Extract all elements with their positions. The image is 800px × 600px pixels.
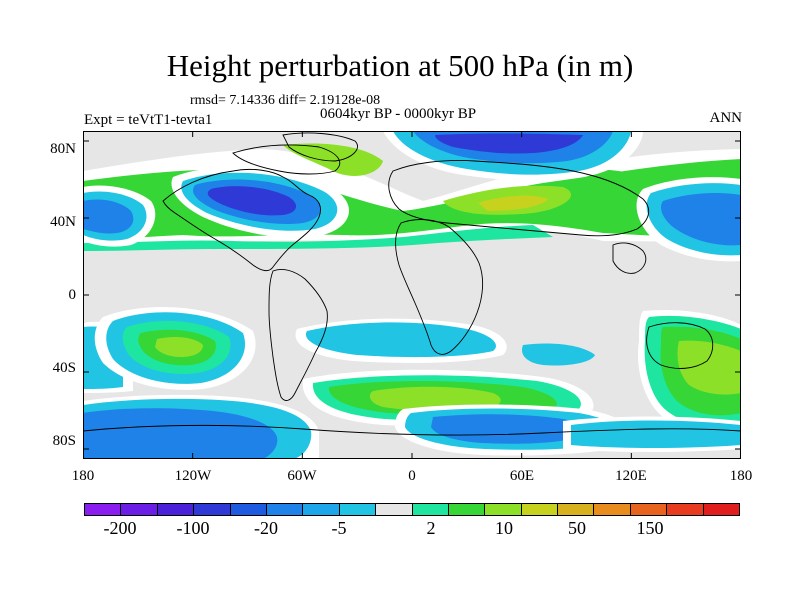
lon-label-0: 0 bbox=[408, 468, 416, 484]
lon-label-60w: 60W bbox=[287, 468, 317, 484]
axis-ticks bbox=[83, 131, 741, 459]
lat-label-80s: 80S bbox=[52, 433, 76, 449]
colorbar-swatch bbox=[339, 504, 377, 515]
colorbar-swatch bbox=[157, 504, 195, 515]
lon-label-120w: 120W bbox=[174, 468, 212, 484]
stats-text: rmsd= 7.14336 diff= 2.19128e-08 bbox=[190, 93, 381, 108]
north-america-outline bbox=[162, 168, 321, 272]
map-panel bbox=[83, 131, 741, 459]
colorbar-swatch bbox=[485, 504, 522, 515]
plot-title: Height perturbation at 500 hPa (in m) bbox=[166, 48, 634, 83]
colorbar-label: -200 bbox=[103, 518, 137, 538]
colorbar-label: 50 bbox=[568, 518, 586, 538]
colorbar-swatch bbox=[521, 504, 559, 515]
lat-label-40n: 40N bbox=[50, 214, 76, 230]
north-negative-lobes bbox=[83, 131, 741, 262]
colorbar-swatch bbox=[667, 504, 704, 515]
colorbar-swatch bbox=[303, 504, 340, 515]
lon-label-180e: 180 bbox=[729, 468, 753, 484]
colorbar-swatch bbox=[85, 504, 122, 515]
colorbar-label: 2 bbox=[426, 518, 436, 538]
experiment-label: Expt = teVtT1-tevta1 bbox=[84, 112, 213, 128]
colorbar-swatch bbox=[703, 504, 740, 515]
south-anomalies bbox=[83, 306, 741, 459]
colorbar-swatch bbox=[630, 504, 668, 515]
antarctica-outline bbox=[83, 424, 741, 436]
south-america-outline bbox=[268, 268, 328, 401]
colorbar bbox=[84, 503, 740, 516]
colorbar-swatch bbox=[376, 504, 413, 515]
arctic-islands-outline bbox=[232, 144, 341, 175]
colorbar-swatch bbox=[121, 504, 158, 515]
period-text: 0604kyr BP - 0000kyr BP bbox=[320, 106, 477, 122]
colorbar-swatch bbox=[266, 504, 304, 515]
colorbar-swatch bbox=[412, 504, 449, 515]
colorbar-swatch bbox=[448, 504, 486, 515]
colorbar-swatch bbox=[558, 504, 595, 515]
southeast-asia-outline bbox=[612, 242, 647, 274]
colorbar-label: -100 bbox=[176, 518, 210, 538]
lon-label-180w: 180 bbox=[71, 468, 95, 484]
colorbar-label: 150 bbox=[636, 518, 664, 538]
season-label: ANN bbox=[709, 110, 743, 126]
colorbar-label: -20 bbox=[254, 518, 278, 538]
greenland-outline bbox=[282, 132, 358, 162]
lat-label-80n: 80N bbox=[50, 141, 76, 157]
eurasia-outline bbox=[388, 160, 650, 237]
lon-label-120e: 120E bbox=[615, 468, 647, 484]
lon-label-60e: 60E bbox=[509, 468, 535, 484]
lat-label-40s: 40S bbox=[52, 360, 76, 376]
colorbar-swatch bbox=[194, 504, 231, 515]
colorbar-label: 10 bbox=[495, 518, 513, 538]
coastlines bbox=[83, 132, 741, 436]
colorbar-swatch bbox=[594, 504, 631, 515]
africa-outline bbox=[395, 219, 484, 355]
colorbar-label: -5 bbox=[331, 518, 347, 538]
lat-label-eq: 0 bbox=[68, 287, 77, 303]
map-canvas bbox=[83, 131, 741, 459]
colorbar-swatch bbox=[230, 504, 267, 515]
australia-outline bbox=[646, 322, 714, 369]
